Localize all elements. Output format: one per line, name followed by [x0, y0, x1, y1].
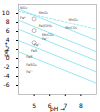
svg-text:MnO₂: MnO₂: [68, 18, 78, 22]
svg-text:Fe(OH)₃: Fe(OH)₃: [39, 24, 53, 28]
svg-text:FeS: FeS: [26, 55, 33, 59]
svg-text:MnCO₃: MnCO₃: [41, 33, 54, 38]
svg-text:4: 4: [5, 36, 10, 44]
svg-text:pe →: pe →: [2, 42, 10, 56]
svg-text:8: 8: [6, 18, 10, 25]
svg-text:0: 0: [5, 54, 10, 62]
svg-text:Fe²⁺: Fe²⁺: [42, 37, 49, 41]
svg-text:Fe²⁺: Fe²⁺: [34, 43, 41, 47]
svg-text:Fe³⁺: Fe³⁺: [20, 16, 27, 20]
svg-text:FeSO₄: FeSO₄: [26, 63, 37, 67]
svg-text:MnCO₃: MnCO₃: [65, 26, 77, 30]
svg-text:FeS: FeS: [31, 49, 38, 53]
svg-text:MnO₂: MnO₂: [39, 11, 49, 15]
svg-text:5: 5: [32, 102, 36, 109]
svg-text:6: 6: [6, 27, 10, 34]
svg-text:7: 7: [63, 101, 68, 109]
svg-text:pH →: pH →: [50, 105, 65, 112]
svg-text:8: 8: [79, 102, 83, 109]
svg-text:-2: -2: [4, 63, 10, 70]
svg-text:-6: -6: [4, 81, 10, 88]
svg-text:-4: -4: [4, 72, 10, 79]
svg-text:NO₃⁻: NO₃⁻: [20, 6, 29, 10]
svg-text:10: 10: [2, 9, 10, 16]
svg-text:Fe²⁺: Fe²⁺: [26, 70, 33, 74]
